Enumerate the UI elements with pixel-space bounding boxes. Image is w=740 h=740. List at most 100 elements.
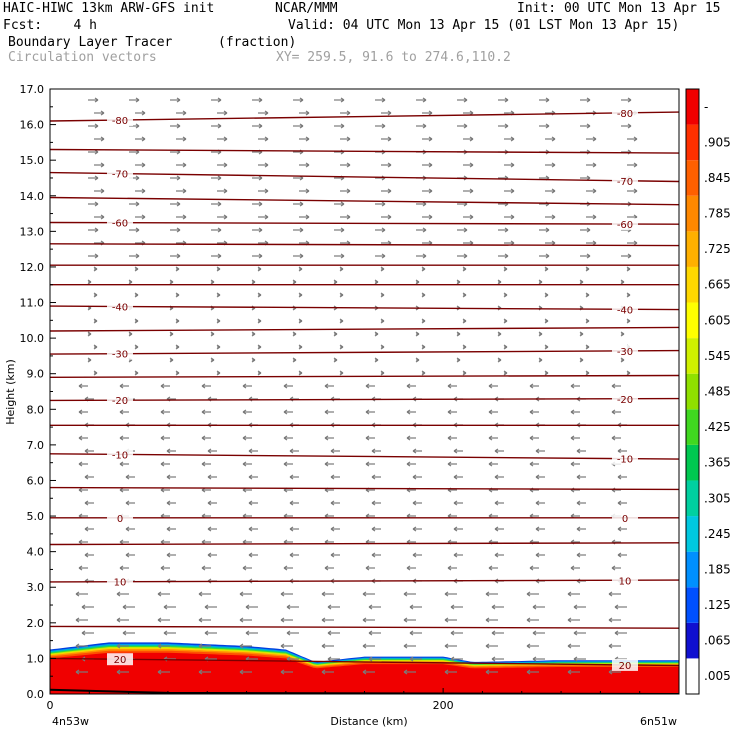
- circulation-vector: [217, 136, 228, 142]
- circulation-vector: [580, 97, 591, 103]
- y-tick-label: 2.0: [27, 617, 45, 630]
- circulation-vector: [375, 253, 386, 259]
- circulation-vector: [485, 617, 498, 623]
- circulation-vector: [116, 591, 129, 597]
- y-tick-label: 17.0: [20, 83, 45, 96]
- circulation-vector: [129, 227, 140, 233]
- circulation-vector: [289, 448, 299, 454]
- circulation-vector: [416, 201, 427, 207]
- circulation-vector: [608, 669, 621, 675]
- circulation-vector: [201, 461, 211, 467]
- circulation-vector: [217, 214, 228, 220]
- circulation-vector: [544, 292, 549, 298]
- isotherm-label: -10: [617, 455, 633, 466]
- circulation-vector: [497, 279, 502, 285]
- circulation-vector: [175, 292, 180, 298]
- circulation-vector: [210, 331, 215, 337]
- colorbar-label: .785: [704, 207, 731, 221]
- circulation-vector: [339, 266, 344, 272]
- circulation-vector: [286, 604, 299, 610]
- circulation-vector: [293, 227, 304, 233]
- isotherm-label: -40: [617, 305, 633, 316]
- circulation-vector: [170, 97, 181, 103]
- isotherm-label: -20: [112, 396, 128, 407]
- circulation-vector: [611, 565, 621, 571]
- circulation-vector: [462, 266, 467, 272]
- circulation-vector: [340, 188, 351, 194]
- circulation-vector: [166, 474, 176, 480]
- x-axis: 0 200: [47, 688, 641, 712]
- circulation-vector: [485, 643, 498, 649]
- circulation-vector: [580, 123, 591, 129]
- circulation-vector: [166, 552, 176, 558]
- circulation-vector: [248, 448, 258, 454]
- colorbar-swatch: [686, 231, 699, 267]
- isotherm-label: 20: [619, 661, 632, 672]
- circulation-vector: [88, 149, 99, 155]
- circulation-vector: [324, 409, 334, 415]
- circulation-vector: [88, 97, 99, 103]
- circulation-vector: [621, 253, 632, 259]
- isotherm-line: [50, 542, 679, 546]
- circulation-vector: [134, 318, 139, 324]
- circulation-vector: [201, 435, 211, 441]
- circulation-vector: [365, 383, 375, 389]
- isotherm-line: [50, 397, 679, 402]
- circulation-vector: [580, 253, 591, 259]
- circulation-vector: [545, 240, 556, 246]
- circulation-vector: [210, 357, 215, 363]
- circulation-vectors: [75, 97, 638, 675]
- circulation-vector: [504, 188, 515, 194]
- circulation-vector: [176, 214, 187, 220]
- circulation-vector: [93, 266, 98, 272]
- circulation-vector: [422, 188, 433, 194]
- circulation-vector: [129, 201, 140, 207]
- circulation-vector: [362, 591, 375, 597]
- circulation-vector: [119, 383, 129, 389]
- circulation-vector: [210, 279, 215, 285]
- colorbar-swatch: [686, 124, 699, 161]
- circulation-vector: [324, 461, 334, 467]
- circulation-vector: [586, 162, 597, 168]
- circulation-vector: [211, 123, 222, 129]
- circulation-vector: [257, 292, 262, 298]
- isotherm-label: -30: [112, 350, 128, 361]
- circulation-vector: [321, 669, 334, 675]
- circulation-vector: [170, 253, 181, 259]
- circulation-vector: [87, 357, 92, 363]
- x-tick-label: 0: [47, 699, 54, 712]
- circulation-vector: [334, 227, 345, 233]
- circulation-vector: [620, 357, 625, 363]
- circulation-vector: [135, 136, 146, 142]
- circulation-vector: [539, 123, 550, 129]
- circulation-vector: [626, 292, 631, 298]
- circulation-vector: [406, 435, 416, 441]
- circulation-vector: [324, 565, 334, 571]
- circulation-vector: [293, 253, 304, 259]
- circulation-vector: [380, 344, 385, 350]
- circulation-vector: [75, 643, 88, 649]
- circulation-vector: [93, 344, 98, 350]
- circulation-vector: [416, 253, 427, 259]
- circulation-vector: [498, 97, 509, 103]
- colorbar-label: .485: [704, 385, 731, 399]
- y-tick-label: 8.0: [27, 403, 45, 416]
- circulation-vector: [573, 630, 586, 636]
- circulation-vector: [88, 201, 99, 207]
- circulation-vector: [242, 409, 252, 415]
- circulation-vector: [403, 669, 416, 675]
- circulation-vector: [365, 461, 375, 467]
- y-tick-label: 7.0: [27, 439, 45, 452]
- circulation-vector: [198, 617, 211, 623]
- circulation-vector: [447, 383, 457, 389]
- circulation-vector: [293, 97, 304, 103]
- colorbar-label: .425: [704, 420, 731, 434]
- isotherm-label: -10: [112, 450, 128, 461]
- circulation-vector: [585, 344, 590, 350]
- isotherm-line: [50, 111, 679, 122]
- y-tick-label: 6.0: [27, 474, 45, 487]
- x-start-label: 4n53w: [52, 715, 89, 728]
- circulation-vector: [157, 591, 170, 597]
- circulation-vector: [84, 500, 94, 506]
- circulation-vector: [333, 357, 338, 363]
